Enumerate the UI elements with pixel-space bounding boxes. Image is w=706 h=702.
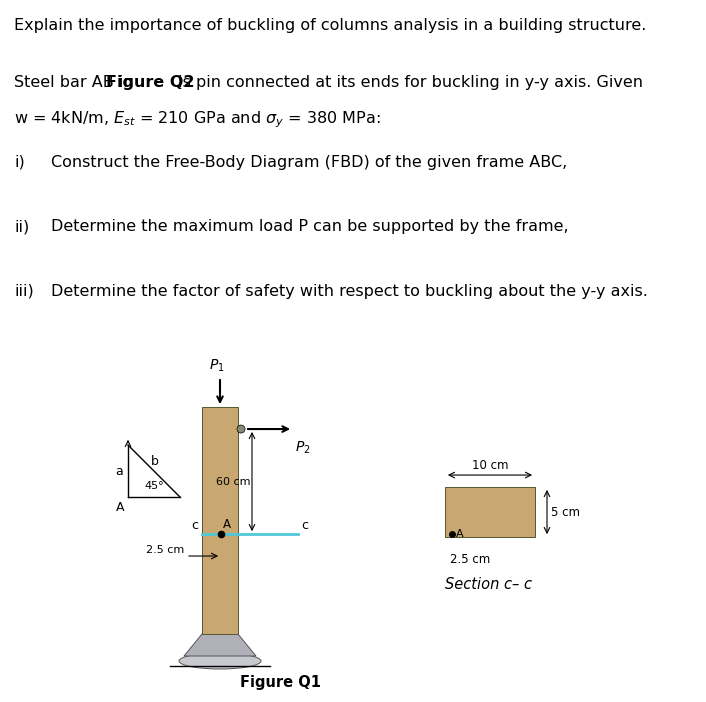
Ellipse shape <box>179 653 261 669</box>
Text: A: A <box>456 529 464 539</box>
Text: 5 cm: 5 cm <box>551 505 580 519</box>
Polygon shape <box>184 634 256 656</box>
Text: $P_1$: $P_1$ <box>209 357 225 374</box>
Text: Figure Q2: Figure Q2 <box>106 75 194 91</box>
Text: 45°: 45° <box>144 481 164 491</box>
Text: 2.5 cm: 2.5 cm <box>450 553 490 566</box>
Text: ii): ii) <box>14 219 30 234</box>
Text: b: b <box>151 455 159 468</box>
Text: Determine the maximum load P can be supported by the frame,: Determine the maximum load P can be supp… <box>52 219 569 234</box>
Text: Determine the factor of safety with respect to buckling about the y-y axis.: Determine the factor of safety with resp… <box>52 284 648 299</box>
Text: Section c– c: Section c– c <box>445 577 532 592</box>
Text: w = 4kN/m, $E_{st}$ = 210 GPa and $\sigma_y$ = 380 MPa:: w = 4kN/m, $E_{st}$ = 210 GPa and $\sigm… <box>14 110 381 130</box>
Text: A: A <box>223 518 231 531</box>
Bar <box>445 487 535 537</box>
Text: Figure Q1: Figure Q1 <box>239 675 321 690</box>
Text: c: c <box>301 519 308 532</box>
Text: Construct the Free-Body Diagram (FBD) of the given frame ABC,: Construct the Free-Body Diagram (FBD) of… <box>52 155 568 170</box>
Text: 10 cm: 10 cm <box>472 459 508 472</box>
Bar <box>202 407 238 634</box>
Text: a: a <box>115 465 123 477</box>
Text: c: c <box>191 519 198 532</box>
Text: is pin connected at its ends for buckling in y-y axis. Given: is pin connected at its ends for bucklin… <box>174 75 643 91</box>
Circle shape <box>237 425 245 433</box>
Text: i): i) <box>14 155 25 170</box>
Text: 2.5 cm: 2.5 cm <box>145 545 184 555</box>
Text: $P_2$: $P_2$ <box>295 440 311 456</box>
Text: Explain the importance of buckling of columns analysis in a building structure.: Explain the importance of buckling of co… <box>14 18 647 34</box>
Text: 60 cm: 60 cm <box>215 477 250 486</box>
Text: iii): iii) <box>14 284 34 299</box>
Text: A: A <box>116 501 124 514</box>
Text: Steel bar AB in: Steel bar AB in <box>14 75 139 91</box>
